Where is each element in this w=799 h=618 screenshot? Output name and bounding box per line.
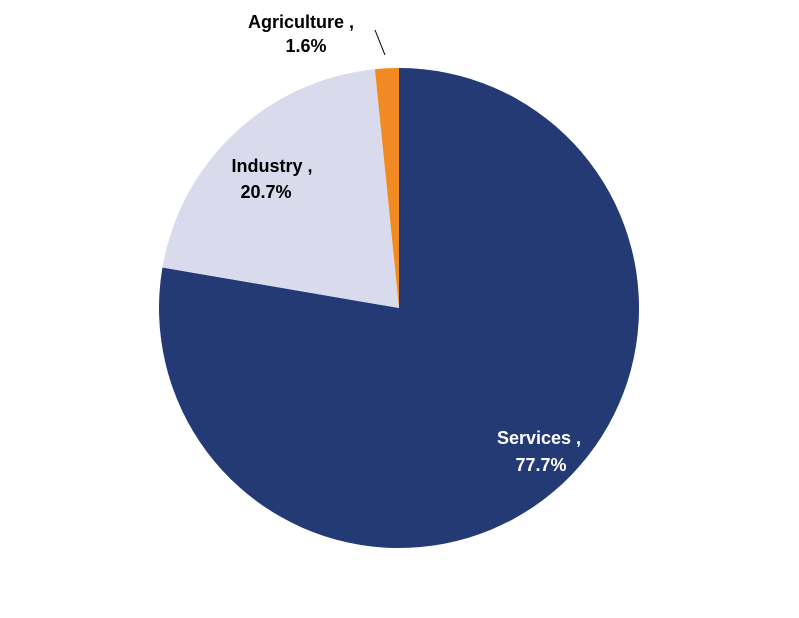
pie-labels: Agriculture , 1.6% Industry , 20.7% Serv… [231,12,581,475]
label-industry-name: Industry , [231,156,312,176]
label-services-name: Services , [497,428,581,448]
pie-slices [158,68,640,549]
pie-slice-industry [162,69,399,308]
pie-slice-services [158,68,640,549]
label-agriculture-value: 1.6% [285,36,326,56]
pie-slice-agriculture [374,68,399,308]
label-agriculture-name: Agriculture , [248,12,354,32]
label-services-value: 77.7% [515,455,566,475]
label-industry-value: 20.7% [240,182,291,202]
agriculture-leader-line [374,29,386,56]
